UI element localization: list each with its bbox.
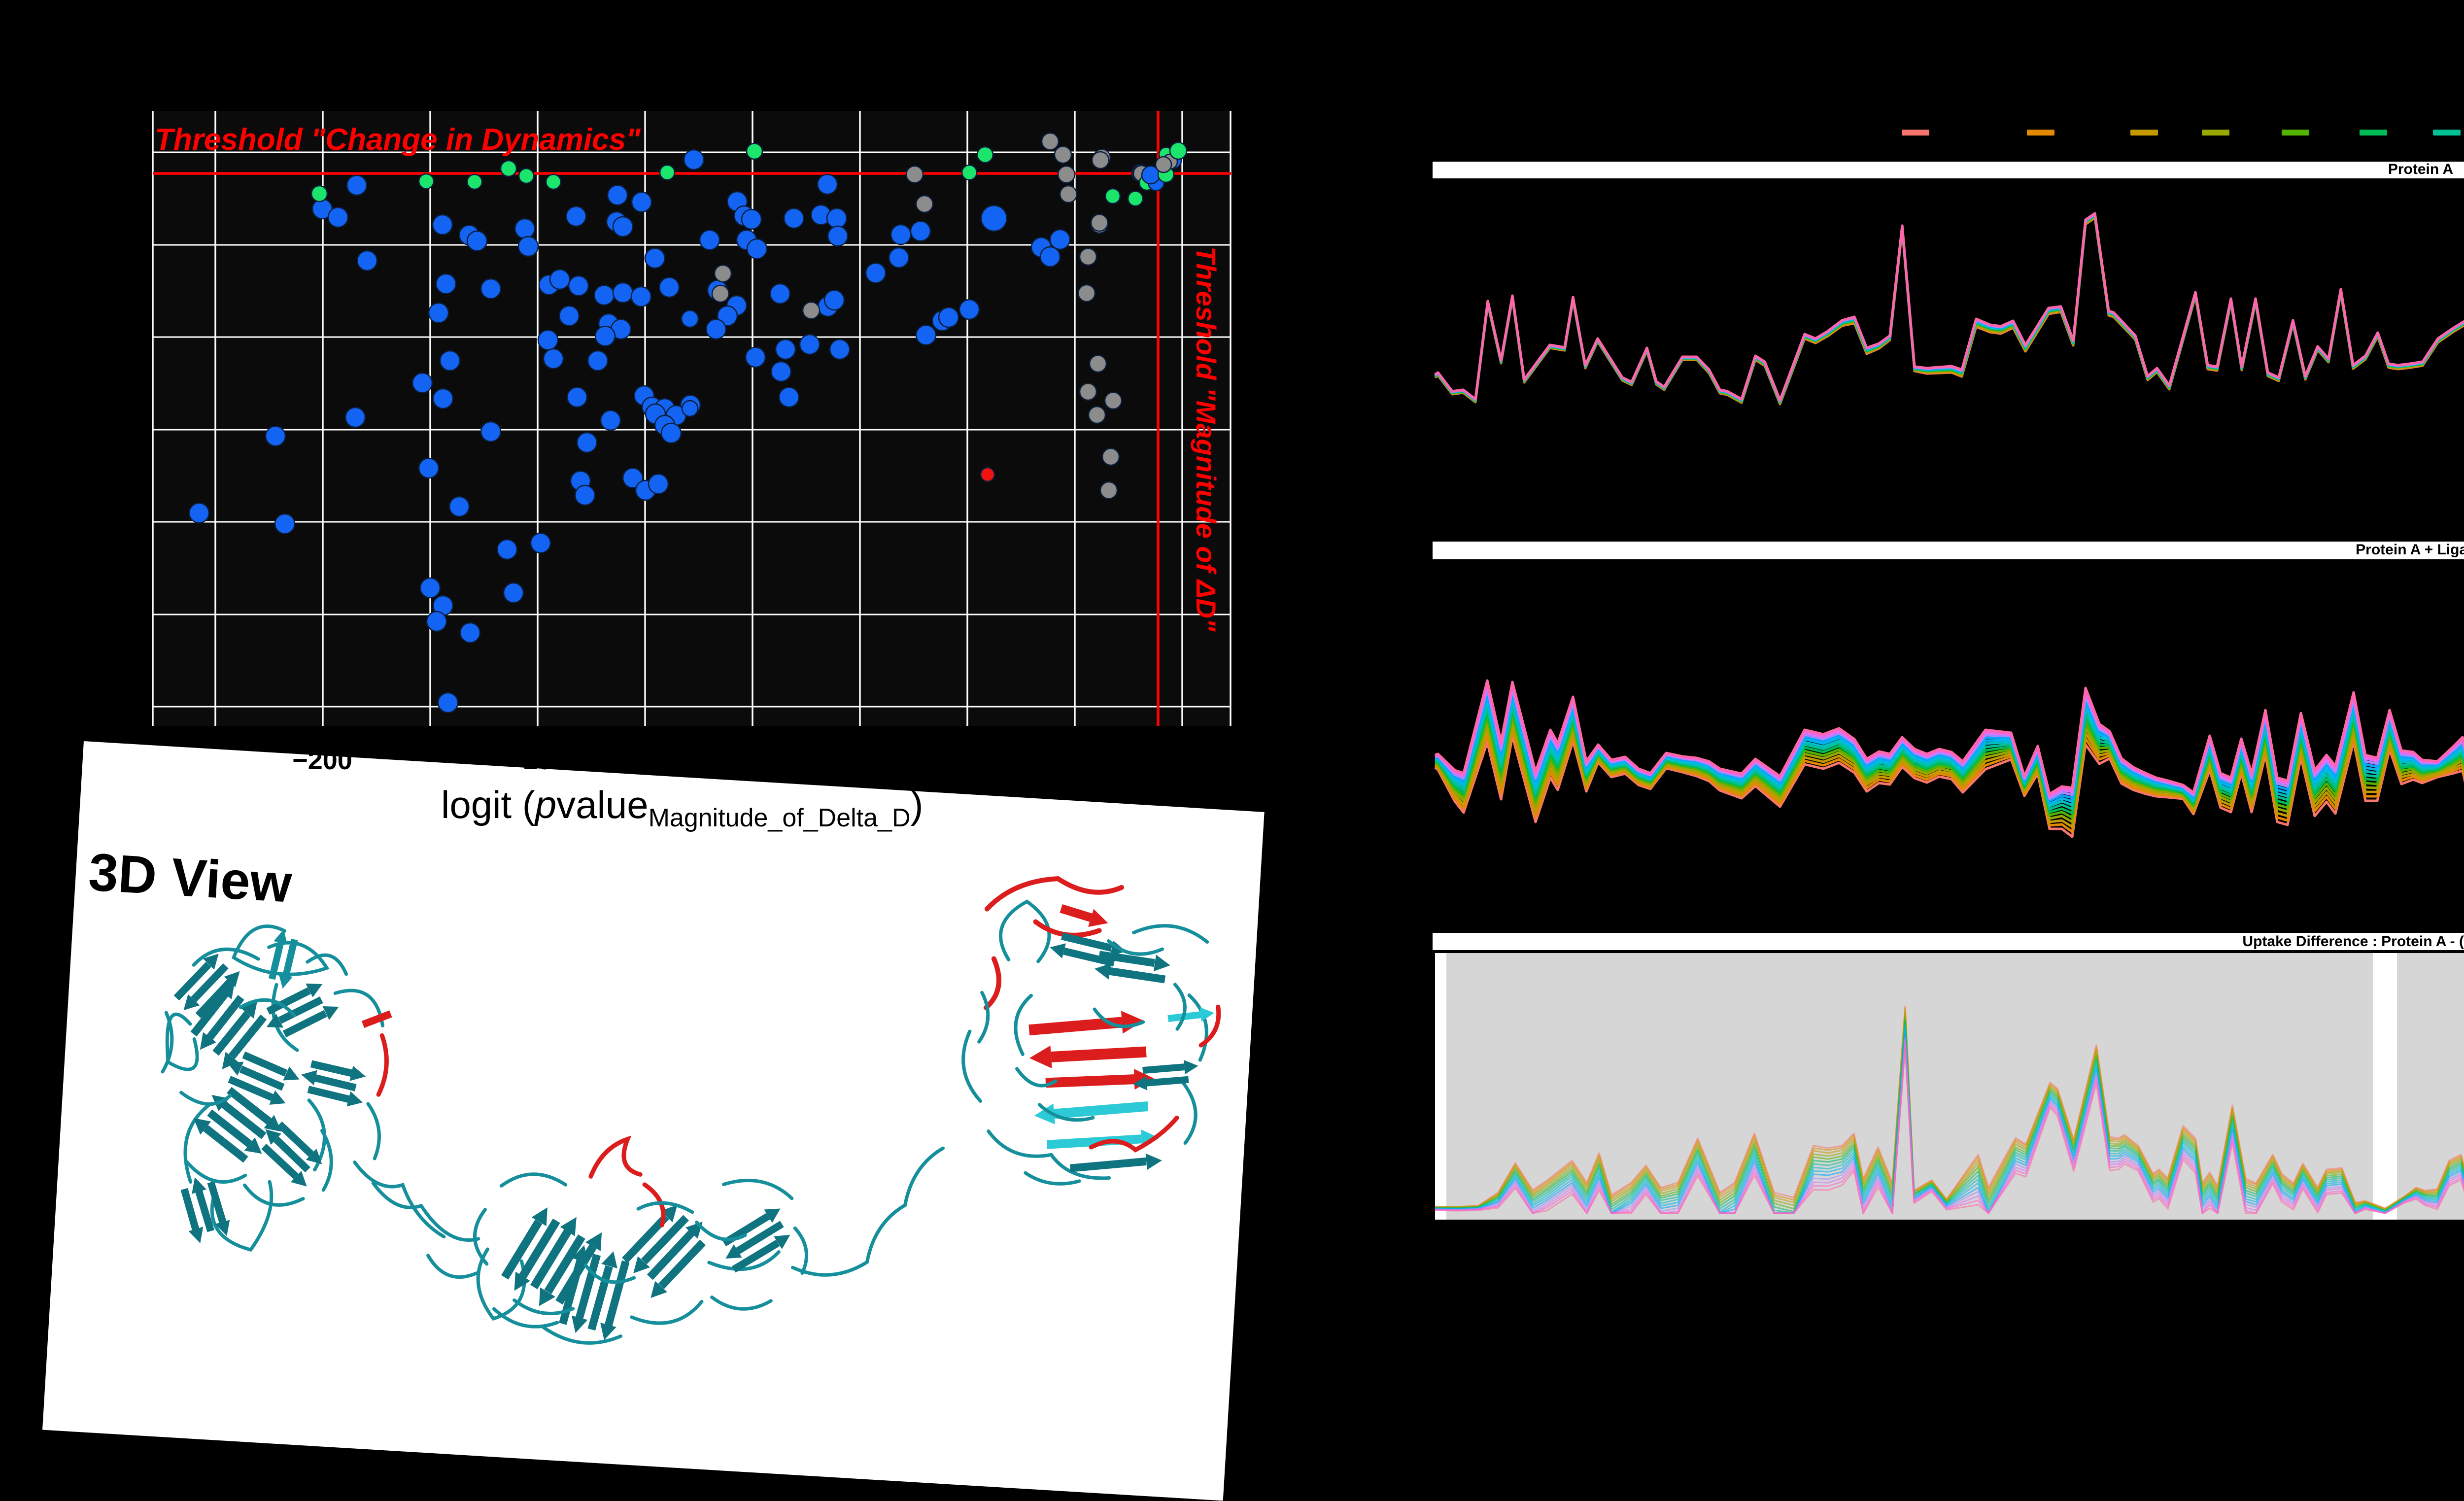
svg-text:−200: −200	[292, 746, 352, 775]
svg-text:Threshold "Magnitude of ΔD": Threshold "Magnitude of ΔD"	[1191, 246, 1222, 632]
svg-text:Protein A: Protein A	[2388, 161, 2453, 177]
svg-text:Uptake Difference : Protein A: Uptake Difference : Protein A - (Protein…	[2242, 933, 2464, 950]
svg-text:Protein A + Ligand: Protein A + Ligand	[2356, 542, 2464, 558]
svg-text:Threshold "Change in Dynamics": Threshold "Change in Dynamics"	[155, 123, 641, 157]
svg-text:−100: −100	[507, 746, 567, 775]
